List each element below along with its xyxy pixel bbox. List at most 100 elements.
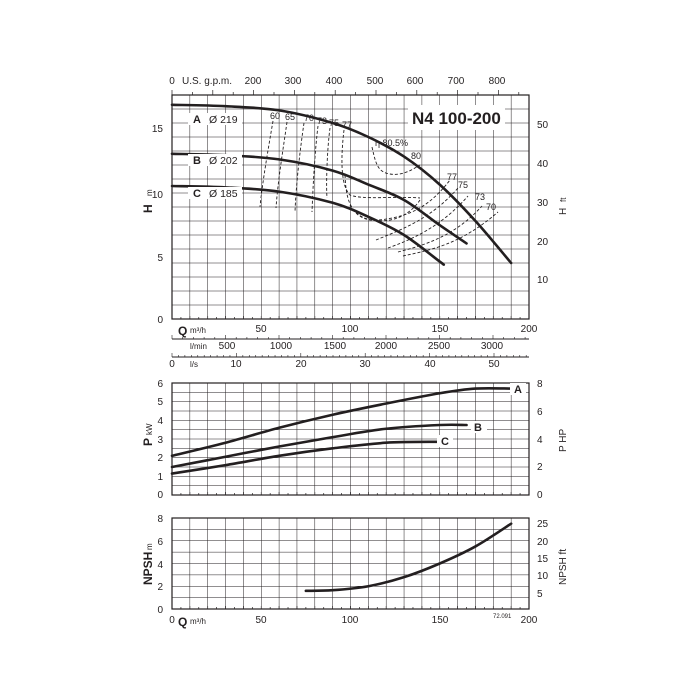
lmin-axis-label: l/min: [190, 342, 207, 351]
ls-tick: 0: [169, 359, 175, 370]
power-curve-label-c: C: [441, 436, 449, 448]
head-ft-label: H: [558, 208, 569, 215]
efficiency-line: [259, 120, 274, 208]
q-tick: 200: [521, 324, 538, 335]
label-bg: [471, 421, 487, 433]
power-y-tick: 3: [157, 435, 163, 446]
label-bg: [510, 383, 526, 395]
lmin-tick: 1000: [270, 341, 293, 352]
gpm-axis: 0 U.S. g.p.m. 200 300 400 500 600 700 80…: [169, 76, 506, 87]
power-y-unit: kW: [145, 423, 154, 435]
ls-tick: 10: [230, 359, 242, 370]
power-curve-label-a: A: [514, 384, 522, 396]
efficiency-label: 65: [285, 112, 295, 122]
ls-tick: 40: [424, 359, 436, 370]
efficiency-line: [397, 205, 483, 253]
hp-tick: 0: [537, 490, 543, 501]
efficiency-line: [344, 174, 421, 222]
head-curve-diameter-b: Ø 202: [209, 155, 238, 167]
ft-tick: 30: [537, 198, 549, 209]
efficiency-line: [311, 125, 319, 213]
efficiency-label: 60: [270, 111, 280, 121]
head-ft-unit: ft: [559, 197, 568, 202]
efficiency-line: [341, 129, 421, 199]
power-curve-b: [170, 423, 468, 469]
npsh-q-tick: 100: [342, 615, 359, 626]
ls-tick: 20: [295, 359, 307, 370]
power-y-label: P: [141, 438, 155, 446]
hp-tick: 4: [537, 435, 543, 446]
ls-tick: 50: [488, 359, 500, 370]
npsh-q-unit: m³/h: [190, 617, 206, 626]
npsh-y-unit: m: [145, 543, 154, 550]
efficiency-line: [294, 122, 305, 213]
model-label: N4 100-200: [412, 109, 501, 128]
npsh-ft-tick: 10: [537, 571, 549, 582]
head-curve-label-a: A: [193, 114, 201, 126]
npsh-q-label: Q: [178, 615, 187, 629]
ls-axis-label: l/s: [190, 360, 198, 369]
power-curve-c: [170, 440, 442, 475]
efficiency-label: 70: [486, 202, 496, 212]
head-ft-tick-labels: 10 20 30 40 50: [537, 120, 549, 286]
npsh-ft-tick: 15: [537, 554, 549, 565]
power-curve-a: [170, 386, 513, 458]
efficiency-label: 75: [329, 118, 339, 128]
npsh-ft-tick-labels: 5 10 15 20 25: [537, 519, 549, 600]
gpm-axis-marks: [171, 90, 520, 95]
ls-axis-marks: [171, 353, 527, 357]
power-y-tick: 1: [157, 472, 163, 483]
lmin-tick: 3000: [481, 341, 504, 352]
label-bg: [437, 435, 453, 447]
power-y-tick-labels: 0 1 2 3 4 5 6: [157, 379, 163, 501]
head-curve-a: [170, 103, 513, 265]
hp-tick: 2: [537, 462, 543, 473]
efficiency-line: [402, 211, 499, 257]
ft-tick: 50: [537, 120, 549, 131]
gpm-tick: 800: [489, 76, 506, 87]
head-curve-diameter-c: Ø 185: [209, 188, 238, 200]
gpm-tick: 500: [367, 76, 384, 87]
gpm-tick: 0: [169, 76, 175, 87]
npsh-q-tick: 0: [169, 615, 175, 626]
efficiency-label: η 80.5%: [375, 138, 408, 148]
npsh-grid: [171, 518, 530, 609]
head-y-tick: 15: [152, 124, 164, 135]
label-bg: [188, 154, 242, 166]
hp-tick: 6: [537, 407, 543, 418]
gpm-tick: 300: [285, 76, 302, 87]
q-tick: 100: [342, 324, 359, 335]
lmin-axis-marks: [171, 335, 526, 339]
power-curves: [170, 386, 513, 475]
ls-tick: 30: [359, 359, 371, 370]
npsh-y-label: NPSH: [141, 552, 155, 585]
npsh-curve-npsh: [304, 522, 513, 593]
head-y-tick: 5: [157, 253, 163, 264]
efficiency-line: [387, 195, 469, 249]
efficiency-labels: 60 65 70 73 75 77 η 80.5% 80 77 75 73 70: [270, 111, 496, 212]
power-y-tick: 6: [157, 379, 163, 390]
power-grid: [171, 383, 530, 495]
gpm-tick: 600: [407, 76, 424, 87]
efficiency-line: [326, 127, 331, 199]
npsh-y-tick-labels: 0 2 4 6 8: [157, 514, 163, 616]
ft-tick: 20: [537, 237, 549, 248]
efficiency-label: 77: [342, 120, 352, 130]
npsh-x-axis: 0 Q m³/h 50 100 150 200: [169, 615, 538, 629]
npsh-q-tick: 200: [521, 615, 538, 626]
figure-code: 72.091: [493, 614, 512, 620]
head-y-tick: 0: [157, 315, 163, 326]
npsh-y-tick: 6: [157, 537, 163, 548]
head-curve-label-b: B: [193, 155, 201, 167]
q-axis-label: Q: [178, 324, 187, 338]
power-frame: [171, 382, 530, 496]
npsh-y-tick: 0: [157, 605, 163, 616]
power-y-tick: 2: [157, 453, 163, 464]
npsh-frame: [171, 517, 530, 610]
power-curve-label-b: B: [474, 422, 482, 434]
npsh-y-tick: 4: [157, 560, 163, 571]
head-frame: [171, 94, 530, 320]
efficiency-label: 73: [475, 192, 485, 202]
hp-tick-labels: 0 2 4 6 8: [537, 379, 543, 501]
model-label-box: [408, 105, 505, 130]
